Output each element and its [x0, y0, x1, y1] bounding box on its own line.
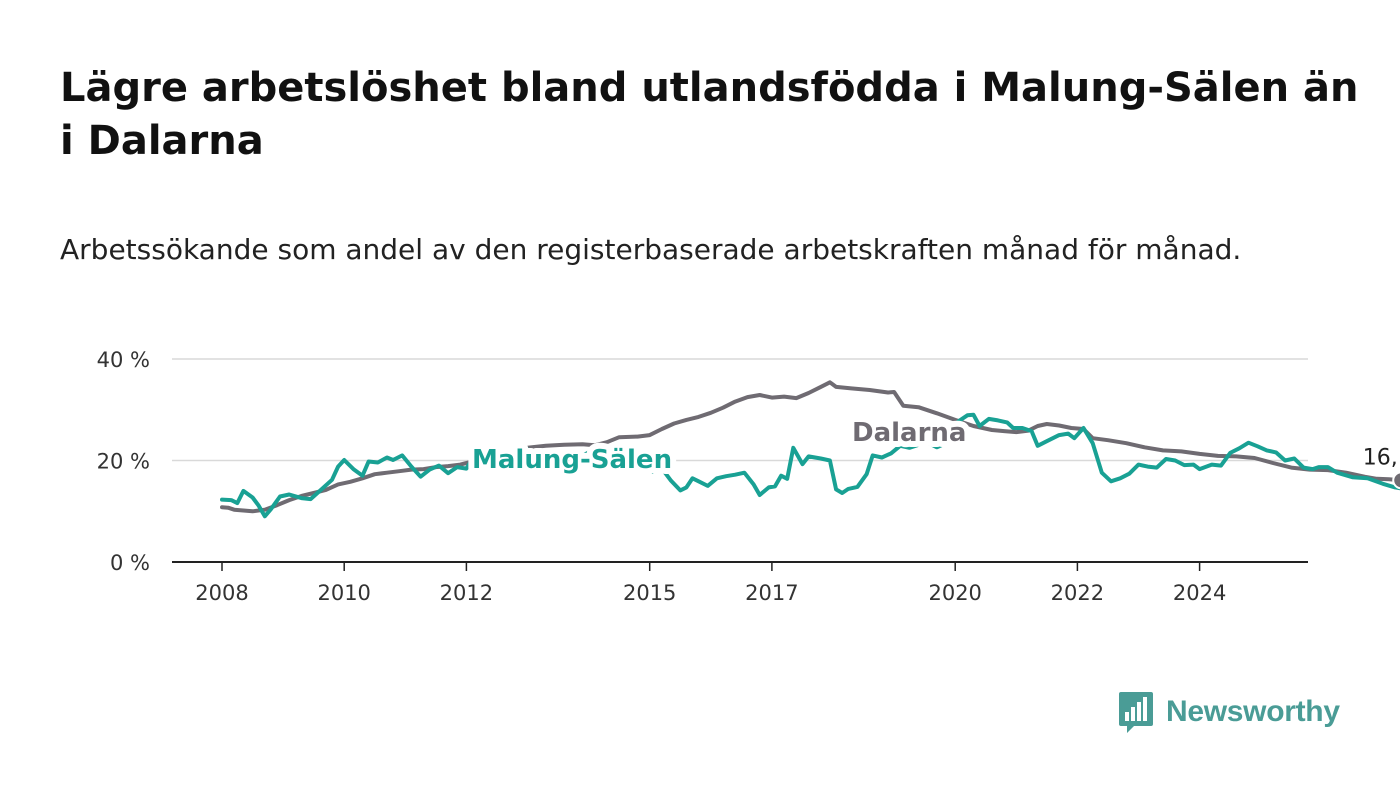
series-lines: 16,1 %12,3 %	[220, 380, 1400, 519]
end-value-label: 16,1 %	[1363, 445, 1400, 470]
x-tick-label: 2020	[928, 581, 981, 605]
bar-chart-speech-bubble-icon	[1119, 692, 1153, 733]
x-tick-label: 2022	[1051, 581, 1104, 605]
series-line-dalarna	[220, 380, 1400, 514]
brand-name: Newsworthy	[1166, 695, 1340, 728]
series-label-dalarna: Dalarna	[852, 418, 966, 448]
chart-subtitle: Arbetssökande som andel av den registerb…	[60, 233, 1242, 266]
end-marker	[1392, 471, 1400, 490]
chart-title: Lägre arbetslöshet bland utlandsfödda i …	[60, 65, 1359, 164]
x-tick-label: 2024	[1173, 581, 1226, 605]
series-line-malung-sälen	[220, 412, 1400, 519]
x-tick-label: 2012	[440, 581, 493, 605]
x-tick-label: 2017	[745, 581, 798, 605]
series-labels: Malung-Sälen Dalarna	[466, 412, 972, 481]
series-label-malung-sälen: Malung-Sälen	[472, 445, 672, 475]
grid-lines	[172, 358, 1308, 462]
x-tick-label: 2015	[623, 581, 676, 605]
y-axis: 0 % 20 % 40 %	[97, 348, 150, 575]
x-tick-label: 2010	[317, 581, 370, 605]
y-tick-label: 20 %	[97, 450, 150, 474]
x-tick-label: 2008	[195, 581, 248, 605]
y-tick-label: 40 %	[97, 348, 150, 372]
x-axis: 2008 2010 2012 2015 2017 2020 2022 2024	[172, 561, 1308, 605]
y-tick-label: 0 %	[110, 551, 150, 575]
brand-logo: Newsworthy	[1118, 690, 1340, 734]
